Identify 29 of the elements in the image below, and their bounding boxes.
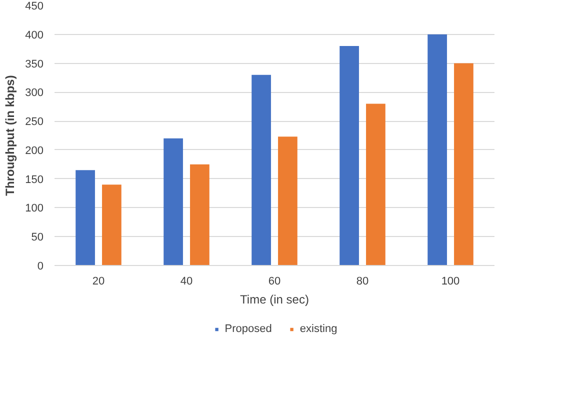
x-tick-label: 60 — [268, 276, 281, 288]
legend-label: existing — [300, 323, 338, 335]
legend-label: Proposed — [224, 323, 272, 335]
bar — [340, 46, 359, 266]
bar — [76, 170, 95, 266]
y-tick-label: 200 — [25, 144, 44, 157]
y-tick-label: 150 — [25, 174, 44, 186]
y-tick-label: 300 — [25, 87, 44, 100]
y-tick-label: 350 — [25, 58, 44, 70]
y-axis-title: Throughput (in kbps) — [3, 75, 18, 196]
bar — [102, 184, 122, 266]
bar — [428, 34, 447, 266]
bar — [278, 136, 298, 266]
x-tick-label: 40 — [180, 276, 193, 288]
x-tick-label: 20 — [92, 276, 105, 288]
y-tick-label: 50 — [31, 232, 44, 244]
y-tick-label: 100 — [25, 202, 44, 215]
y-tick-label: 0 — [37, 260, 44, 272]
bar — [164, 138, 183, 266]
bar — [252, 74, 271, 266]
x-tick-label: 100 — [441, 276, 460, 288]
bar — [366, 104, 386, 266]
bar — [190, 164, 210, 266]
y-tick-label: 400 — [25, 29, 44, 42]
y-tick-label: 250 — [25, 116, 44, 128]
y-tick-label: 450 — [25, 0, 44, 12]
x-tick-label: 80 — [356, 276, 369, 288]
x-axis-title: Time (in sec) — [240, 292, 309, 306]
bar — [454, 63, 474, 266]
